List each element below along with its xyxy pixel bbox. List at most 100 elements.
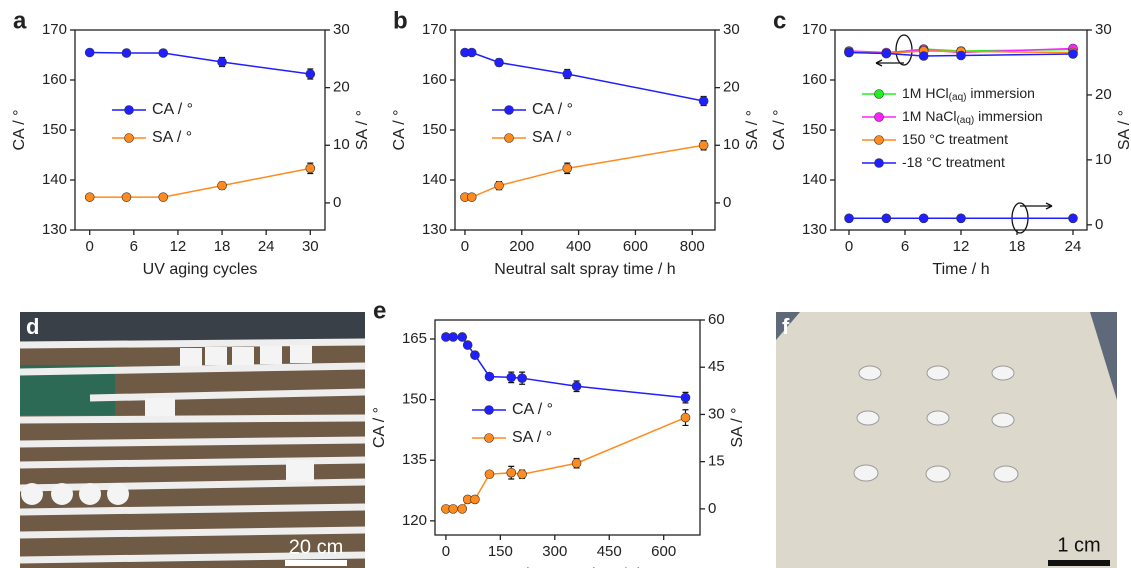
legend-label-part: -18 °C treatment — [902, 154, 1005, 170]
x-tick-label: 150 — [488, 543, 513, 560]
data-point — [85, 48, 94, 57]
data-point — [882, 49, 891, 58]
x-axis-label: UV aging cycles — [143, 261, 258, 278]
y-tick-label: 130 — [802, 221, 827, 238]
panel-letter: f — [782, 314, 790, 339]
data-point — [467, 48, 476, 57]
x-tick-label: 6 — [901, 238, 909, 255]
data-point — [699, 97, 708, 106]
legend-label: SA / ° — [152, 129, 192, 146]
figure: d 20 cm f 1 cm 0612182430130140150160170… — [0, 0, 1131, 568]
data-point — [572, 459, 581, 468]
panel-letter: e — [373, 297, 386, 324]
panel-letter: c — [773, 7, 786, 34]
y-tick-label: 130 — [422, 221, 447, 238]
y2-tick-label: 10 — [1095, 151, 1112, 168]
x-tick-label: 0 — [442, 543, 450, 560]
data-point — [470, 495, 479, 504]
axes-frame — [75, 30, 325, 230]
y2-tick-label: 15 — [708, 453, 725, 470]
x-tick-label: 24 — [258, 238, 275, 255]
legend-marker — [875, 136, 884, 145]
legend-label-part: immersion — [966, 85, 1034, 101]
panel-letter: b — [393, 7, 408, 34]
series-line — [446, 337, 686, 398]
data-point — [218, 181, 227, 190]
legend-label-part: 1M NaCl — [902, 108, 956, 124]
scale-bar-label: 1 cm — [1057, 534, 1100, 556]
data-point — [485, 470, 494, 479]
x-axis-label: Neutral salt spray time / h — [494, 261, 675, 278]
y-tick-label: 170 — [802, 21, 827, 38]
data-point — [122, 193, 131, 202]
data-point — [572, 382, 581, 391]
legend-label: 1M HCl(aq) immersion — [902, 85, 1035, 103]
data-point — [449, 504, 458, 513]
y2-tick-label: 10 — [333, 136, 350, 153]
legend-label: CA / ° — [512, 401, 553, 418]
data-point — [1069, 50, 1078, 59]
y-tick-label: 160 — [802, 71, 827, 88]
data-point — [563, 164, 572, 173]
data-point — [518, 470, 527, 479]
y2-tick-label: 30 — [1095, 21, 1112, 38]
x-tick-label: 18 — [214, 238, 231, 255]
data-point — [699, 141, 708, 150]
data-point — [306, 164, 315, 173]
data-point — [449, 332, 458, 341]
y-tick-label: 140 — [422, 171, 447, 188]
x-tick-label: 30 — [302, 238, 319, 255]
legend-marker — [505, 106, 514, 115]
y2-tick-label: 0 — [723, 194, 731, 211]
y2-axis-label: SA / ° — [354, 110, 371, 150]
y-axis-label: CA / ° — [11, 109, 28, 150]
y-tick-label: 130 — [42, 221, 67, 238]
y-tick-label: 150 — [802, 121, 827, 138]
y-tick-label: 140 — [42, 171, 67, 188]
y2-tick-label: 60 — [708, 311, 725, 328]
y-tick-label: 150 — [402, 391, 427, 408]
y2-axis-label: SA / ° — [744, 110, 761, 150]
legend-label: CA / ° — [532, 101, 573, 118]
data-point — [845, 214, 854, 223]
legend-label: SA / ° — [532, 129, 572, 146]
data-point — [85, 193, 94, 202]
legend-marker — [875, 159, 884, 168]
y2-axis-label: SA / ° — [729, 407, 746, 447]
data-point — [159, 49, 168, 58]
y-tick-label: 150 — [42, 121, 67, 138]
legend-label-part: 1M HCl — [902, 85, 949, 101]
legend-label-part: immersion — [974, 108, 1042, 124]
x-tick-label: 450 — [597, 543, 622, 560]
y2-tick-label: 45 — [708, 358, 725, 375]
data-point — [919, 52, 928, 61]
data-point — [218, 58, 227, 67]
x-tick-label: 400 — [566, 238, 591, 255]
x-axis-label: Time / h — [932, 261, 989, 278]
y-axis-label: CA / ° — [391, 109, 408, 150]
y-tick-label: 160 — [42, 71, 67, 88]
data-point — [495, 181, 504, 190]
legend-marker — [875, 113, 884, 122]
y2-tick-label: 20 — [723, 79, 740, 96]
legend-label: 1M NaCl(aq) immersion — [902, 108, 1043, 126]
y2-tick-label: 20 — [333, 79, 350, 96]
y2-tick-label: 30 — [723, 21, 740, 38]
series-line — [446, 418, 686, 509]
data-point — [507, 373, 516, 382]
x-tick-label: 600 — [623, 238, 648, 255]
y-tick-label: 120 — [402, 512, 427, 529]
legend-label-part: 150 °C treatment — [902, 131, 1008, 147]
data-point — [681, 413, 690, 422]
y-axis-label: CA / ° — [771, 109, 788, 150]
scale-bar-label: 20 cm — [289, 536, 343, 558]
data-point — [122, 49, 131, 58]
y-tick-label: 170 — [422, 21, 447, 38]
legend-label: -18 °C treatment — [902, 154, 1005, 170]
y-tick-label: 170 — [42, 21, 67, 38]
data-point — [507, 468, 516, 477]
data-point — [882, 214, 891, 223]
y2-tick-label: 30 — [708, 405, 725, 422]
x-tick-label: 0 — [845, 238, 853, 255]
x-tick-label: 12 — [953, 238, 970, 255]
